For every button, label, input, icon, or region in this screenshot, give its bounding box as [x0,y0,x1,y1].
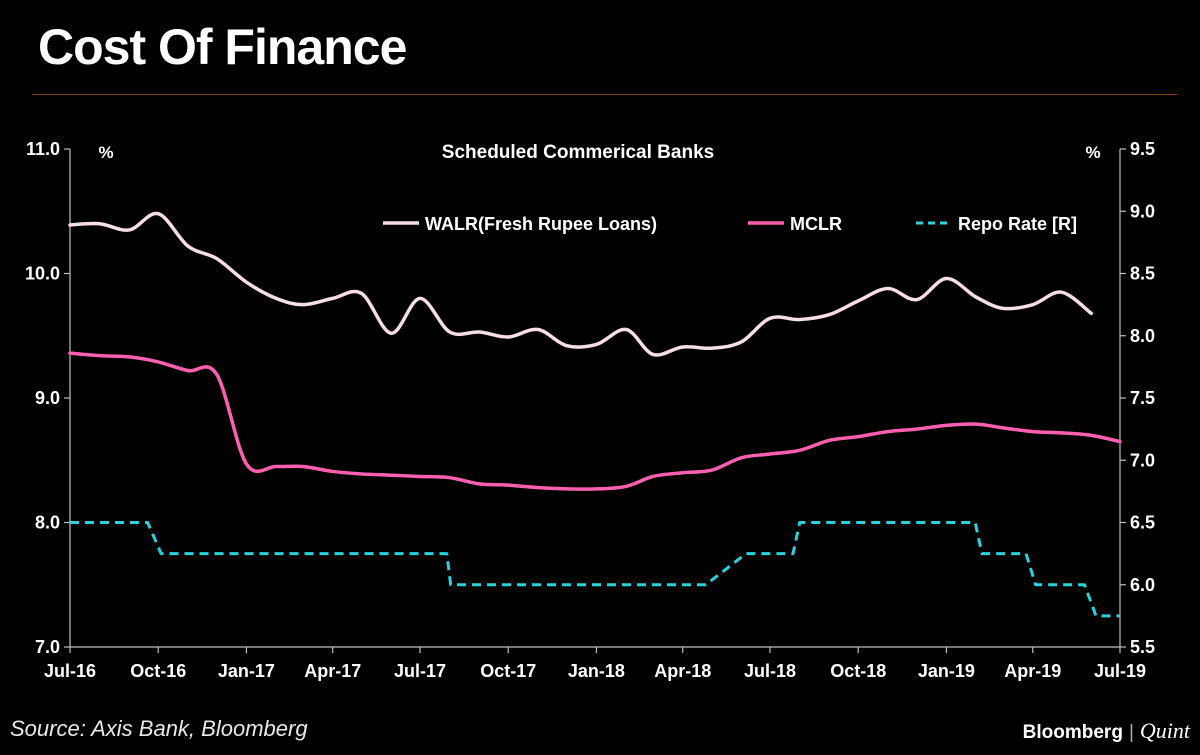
left-axis-unit: % [98,143,113,162]
x-tick-label: Oct-16 [130,661,186,681]
x-tick-label: Jan-17 [218,661,275,681]
left-tick-label: 10.0 [25,264,60,284]
legend-label: MCLR [790,214,842,234]
legend-label: Repo Rate [R] [958,214,1077,234]
x-tick-label: Apr-18 [654,661,711,681]
right-tick-label: 8.0 [1130,326,1155,346]
right-axis-unit: % [1085,143,1100,162]
right-tick-label: 5.5 [1130,637,1155,657]
x-tick-label: Apr-19 [1004,661,1061,681]
left-tick-label: 8.0 [35,513,60,533]
x-tick-label: Jan-18 [568,661,625,681]
title-divider [32,94,1177,95]
x-tick-label: Oct-18 [830,661,886,681]
x-tick-label: Jul-19 [1094,661,1146,681]
left-tick-label: 11.0 [26,139,60,159]
right-tick-label: 9.5 [1130,139,1155,159]
legend-item-mclr: MCLR [748,214,842,234]
x-tick-label: Oct-17 [480,661,536,681]
left-tick-label: 9.0 [35,388,60,408]
x-tick-label: Jul-18 [744,661,796,681]
right-tick-label: 7.5 [1130,388,1155,408]
page-title: Cost Of Finance [38,19,407,75]
right-tick-label: 7.0 [1130,450,1155,470]
legend-item-repo-rate: Repo Rate [R] [916,214,1077,234]
legend-label: WALR(Fresh Rupee Loans) [425,214,657,234]
line-chart: Scheduled Commerical Banks % % 7.0 8.0 9.0… [25,139,1155,681]
brand-separator: | [1128,722,1134,743]
chart-series [68,211,1122,618]
walr-line [68,211,1093,357]
right-tick-label: 6.0 [1130,575,1155,595]
x-tick-label: Apr-17 [304,661,361,681]
left-tick-label: 7.0 [35,637,60,657]
source-note: Source: Axis Bank, Bloomberg [10,716,308,741]
chart-axes: 7.0 8.0 9.0 10.0 11.0 5.5 6.0 6.5 7.0 7.5 8.0 8.5 9.… [25,139,1155,681]
chart-legend: WALR(Fresh Rupee Loans) MCLR Repo Rate [R] [383,214,1077,234]
x-tick-label: Jul-17 [394,661,446,681]
right-tick-label: 9.0 [1130,201,1155,221]
brand-suffix: Quint [1139,718,1190,743]
brand-name: Bloomberg [1022,722,1123,743]
x-tick-label: Jan-19 [918,661,975,681]
chart-title: Scheduled Commerical Banks [442,142,714,163]
brand-logo: Bloomberg | Quint [1023,718,1190,744]
legend-item-walr: WALR(Fresh Rupee Loans) [383,214,657,234]
right-tick-label: 6.5 [1130,513,1155,533]
right-tick-label: 8.5 [1130,264,1155,284]
mclr-line [68,351,1122,491]
x-tick-label: Jul-16 [44,661,96,681]
repo-rate-line [70,521,1120,618]
